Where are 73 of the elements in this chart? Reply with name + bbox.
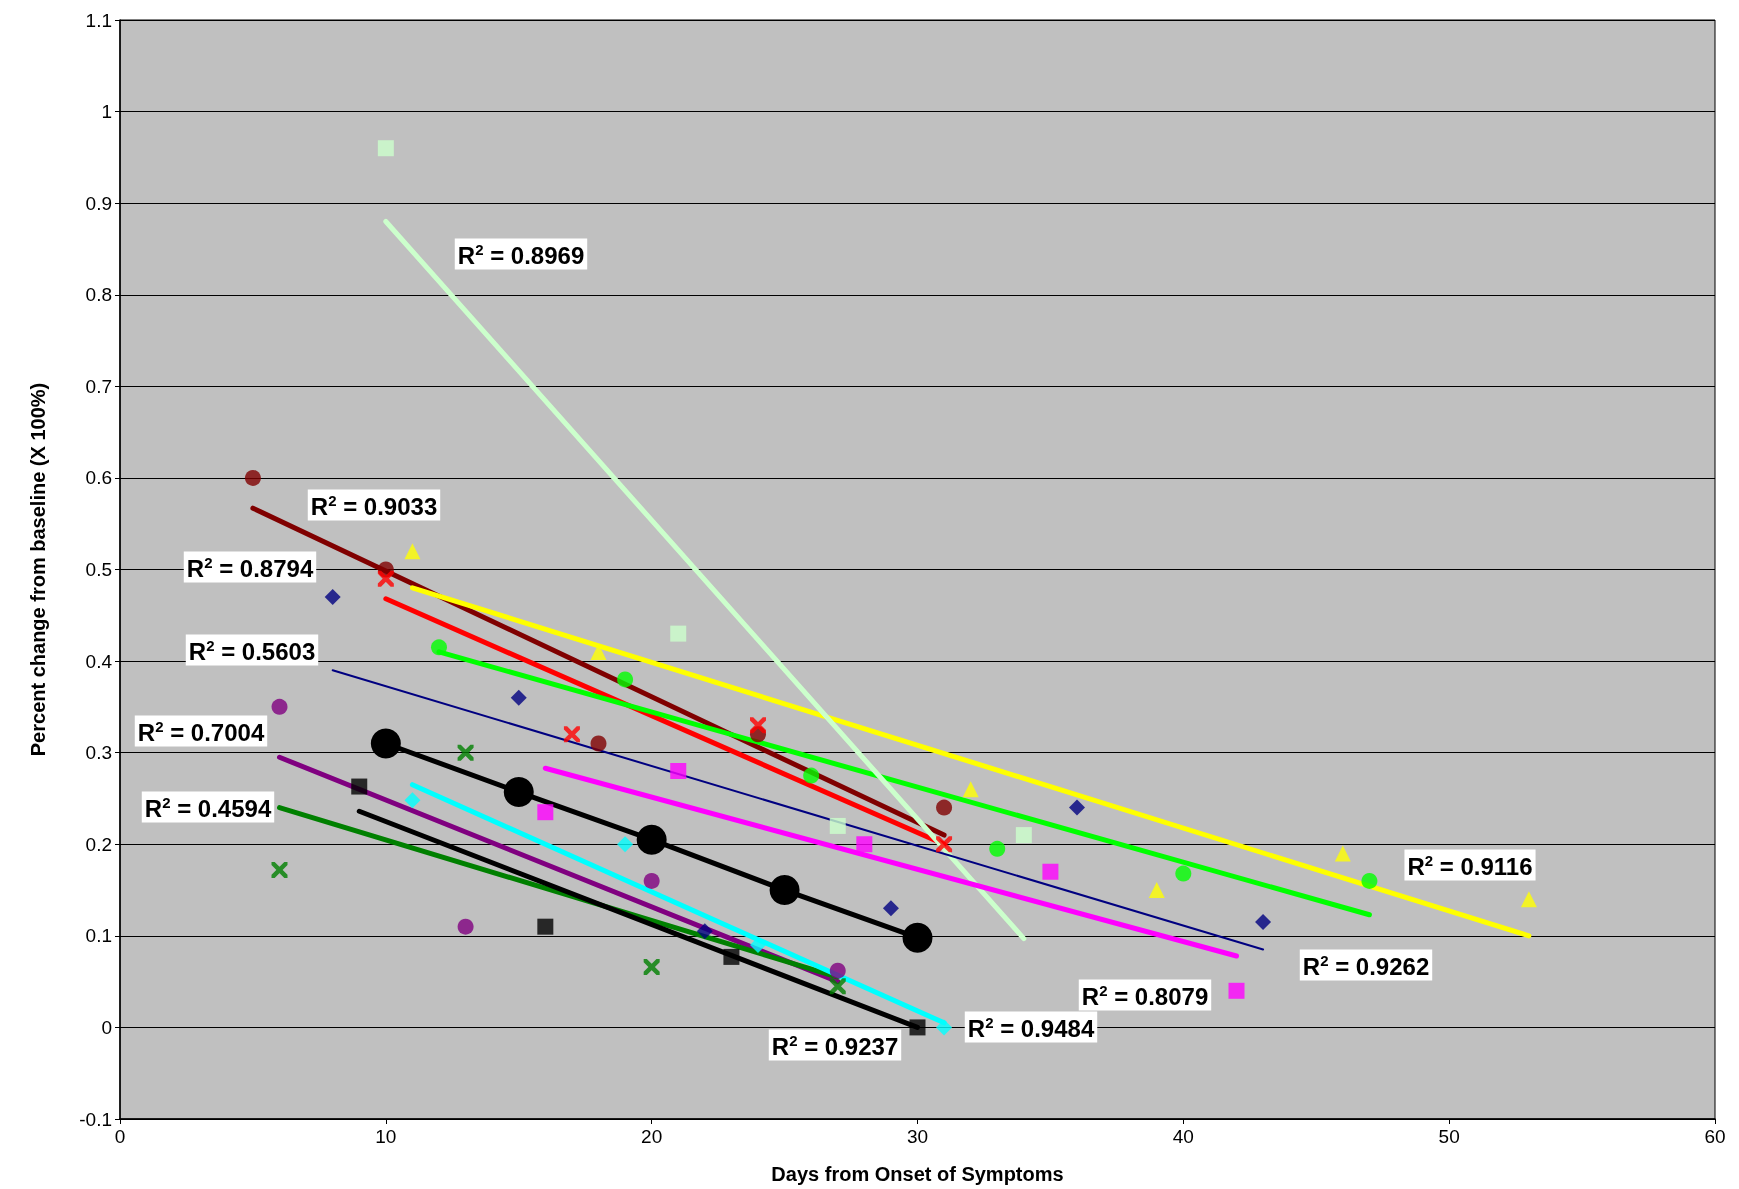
point — [271, 698, 288, 715]
y-tick-label: 0.3 — [85, 742, 112, 764]
point — [962, 781, 979, 798]
point — [404, 543, 421, 560]
point — [457, 744, 474, 761]
point — [670, 762, 687, 779]
point — [370, 728, 401, 759]
y-tick-label: -0.1 — [79, 1108, 112, 1130]
y-tick-label: 0.8 — [85, 284, 112, 306]
point — [1361, 872, 1378, 889]
point — [431, 639, 447, 656]
x-tick-label: 40 — [1172, 1126, 1194, 1147]
y-tick-label: 0.6 — [85, 467, 112, 489]
point — [590, 735, 607, 752]
point — [803, 767, 820, 784]
point — [1042, 863, 1059, 880]
point — [1148, 882, 1165, 899]
point — [377, 140, 394, 157]
point — [537, 918, 554, 935]
x-tick-label: 10 — [375, 1126, 397, 1147]
point — [750, 936, 766, 953]
point — [696, 923, 713, 940]
point — [404, 792, 421, 809]
point — [936, 1019, 953, 1036]
point — [1015, 827, 1032, 844]
point — [351, 778, 368, 795]
y-tick-label: 0.4 — [85, 650, 113, 672]
point — [617, 671, 634, 688]
point — [503, 777, 534, 808]
point — [723, 948, 740, 965]
point — [377, 570, 394, 587]
point — [882, 900, 899, 917]
point — [457, 918, 474, 935]
y-tick-label: 0.2 — [85, 833, 112, 855]
y-tick-label: 0.7 — [85, 375, 112, 397]
y-axis-title: Percent change from baseline (X 100%) — [27, 382, 49, 757]
point — [244, 469, 261, 486]
x-tick-label: 20 — [641, 1126, 663, 1147]
point — [1228, 982, 1245, 999]
point — [1069, 799, 1085, 816]
point — [750, 717, 766, 734]
point — [856, 836, 873, 853]
point — [1255, 914, 1272, 931]
point — [636, 824, 667, 855]
point — [324, 588, 341, 605]
y-tick-label: 0.1 — [85, 925, 112, 947]
point — [909, 1019, 926, 1036]
point — [769, 875, 800, 906]
point — [643, 872, 660, 889]
y-tick-label: 0.5 — [85, 559, 112, 580]
y-tick-label: 0 — [101, 1016, 112, 1038]
point — [829, 817, 846, 834]
point — [537, 804, 554, 821]
point — [829, 962, 846, 979]
point — [1334, 845, 1351, 862]
point — [829, 978, 846, 995]
point — [670, 625, 687, 642]
y-tick-label: 1.1 — [85, 9, 112, 31]
point — [1520, 891, 1537, 908]
point — [510, 689, 527, 706]
x-tick-label: 0 — [114, 1126, 126, 1147]
x-axis-title: Days from Onset of Symptoms — [771, 1163, 1064, 1185]
x-tick-label: 60 — [1704, 1126, 1726, 1147]
point — [1175, 865, 1192, 882]
x-tick-label: 30 — [906, 1126, 929, 1147]
point — [989, 840, 1006, 857]
y-tick-label: 0.9 — [85, 192, 112, 214]
point — [617, 836, 634, 853]
point — [902, 922, 933, 953]
point — [936, 799, 953, 816]
point — [936, 836, 953, 853]
y-tick-label: 1 — [101, 101, 112, 123]
x-tick-label: 50 — [1438, 1126, 1460, 1147]
